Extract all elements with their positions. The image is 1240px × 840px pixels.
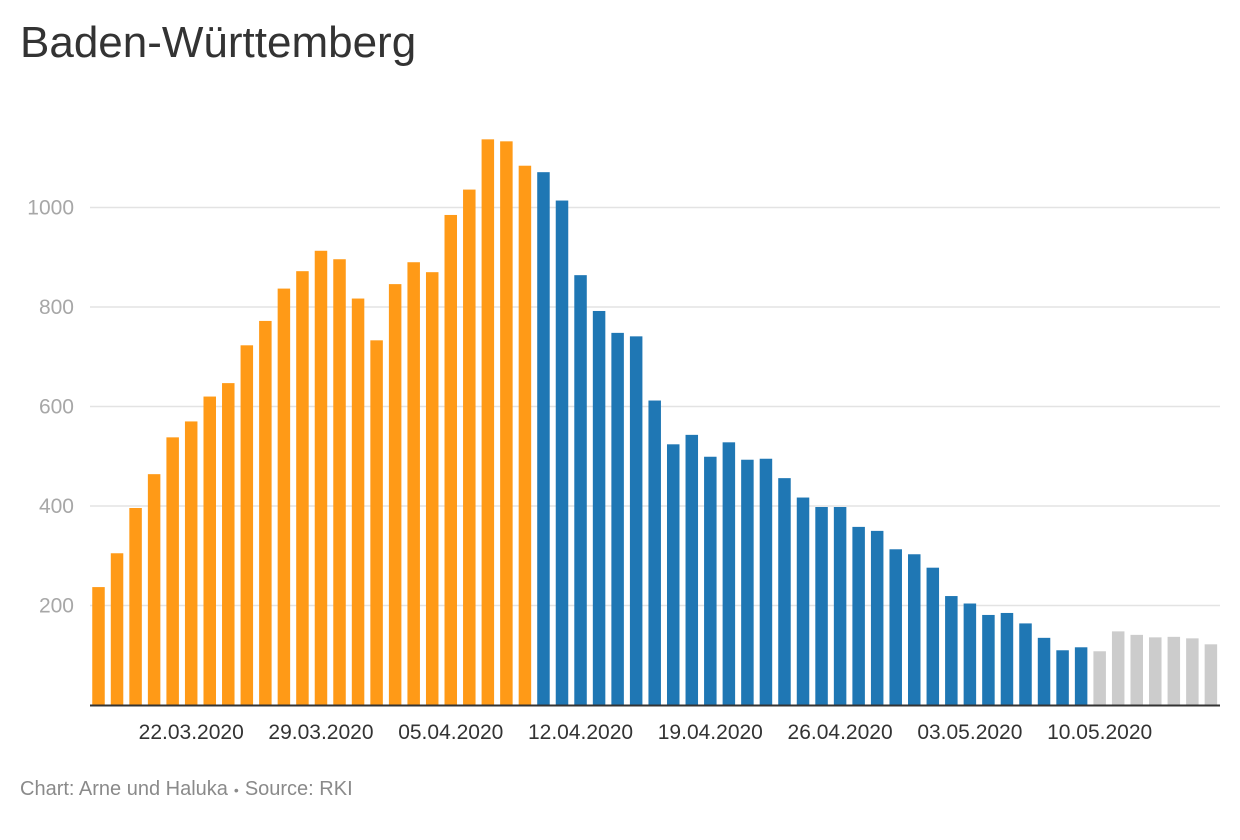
- bar: [833, 507, 847, 705]
- credit-text: Chart: Arne und Haluka: [20, 778, 228, 800]
- bar: [333, 259, 346, 705]
- bar: [92, 587, 105, 705]
- bar: [259, 320, 272, 705]
- x-tick-label: 29.03.2020: [268, 721, 373, 744]
- bar: [388, 284, 402, 705]
- bars: [92, 139, 1218, 706]
- bar: [611, 332, 624, 705]
- x-tick-label: 03.05.2020: [917, 721, 1022, 744]
- bar: [110, 553, 124, 705]
- bar: [129, 507, 142, 705]
- bar: [778, 478, 791, 705]
- bar: [648, 400, 661, 705]
- source-text: Source: RKI: [244, 778, 353, 800]
- bar: [370, 340, 383, 705]
- bar: [1149, 637, 1162, 705]
- bar: [1037, 637, 1051, 705]
- bar: [870, 530, 884, 706]
- bar: [852, 526, 865, 705]
- x-tick-label: 12.04.2020: [528, 721, 633, 744]
- bar: [796, 497, 810, 705]
- bar: [500, 141, 513, 705]
- x-tick-label: 19.04.2020: [658, 721, 763, 744]
- bar: [1130, 634, 1143, 705]
- bar: [722, 442, 736, 705]
- bar: [592, 310, 606, 705]
- bar: [296, 271, 309, 705]
- bar: [203, 396, 216, 705]
- x-tick-label: 22.03.2020: [139, 721, 244, 744]
- bar: [1019, 623, 1032, 705]
- x-axis-ticks: 22.03.2020 29.03.2020 05.04.2020 12.04.2020…: [139, 721, 1153, 744]
- bar: [741, 459, 754, 705]
- bar: [982, 614, 995, 705]
- bar: [963, 603, 977, 705]
- bar: [1204, 644, 1218, 705]
- bar: [889, 549, 902, 705]
- bar: [277, 288, 291, 705]
- bar: [908, 554, 921, 705]
- bar: [685, 434, 699, 705]
- y-tick-label: 200: [39, 595, 74, 618]
- bar: [463, 189, 476, 706]
- bar: [351, 298, 365, 705]
- bar: [240, 345, 254, 705]
- footer-separator: •: [233, 781, 239, 798]
- bar: [481, 139, 495, 706]
- y-tick-label: 400: [39, 495, 74, 518]
- bar: [555, 200, 569, 706]
- x-tick-label: 10.05.2020: [1047, 721, 1152, 744]
- bar: [574, 275, 587, 705]
- bar: [704, 456, 717, 705]
- bar: [666, 444, 680, 705]
- bar: [759, 458, 773, 705]
- bar: [1111, 631, 1125, 705]
- bar: [166, 437, 179, 705]
- chart-title: Baden-Württemberg: [20, 18, 417, 67]
- bar: [518, 165, 532, 705]
- bar: [945, 596, 958, 705]
- y-tick-label: 600: [39, 396, 74, 419]
- bar: [314, 250, 328, 705]
- bar: [537, 172, 550, 705]
- y-tick-label: 1000: [27, 197, 74, 220]
- bar: [1167, 636, 1181, 705]
- y-axis-ticks: 200 400 600 800 1000: [27, 197, 74, 618]
- bar: [147, 474, 161, 705]
- bar: [926, 567, 940, 705]
- bar: [444, 214, 458, 705]
- x-tick-label: 05.04.2020: [398, 721, 503, 744]
- bar: [1056, 650, 1069, 705]
- bar: [184, 421, 198, 705]
- bar-chart: 200 400 600 800 1000 22.03.2020 29.03.2020 05.…: [27, 139, 1220, 744]
- bar: [1000, 612, 1014, 705]
- x-tick-label: 26.04.2020: [788, 721, 893, 744]
- bar: [1186, 638, 1199, 706]
- bar: [222, 383, 235, 705]
- bar: [1074, 647, 1088, 705]
- y-tick-label: 800: [39, 296, 74, 319]
- chart-footer: Chart: Arne und Haluka • Source: RKI: [20, 778, 353, 801]
- bar: [407, 262, 420, 705]
- bar: [815, 507, 828, 705]
- bar: [629, 336, 643, 705]
- bar: [1093, 651, 1106, 705]
- bar: [425, 272, 439, 705]
